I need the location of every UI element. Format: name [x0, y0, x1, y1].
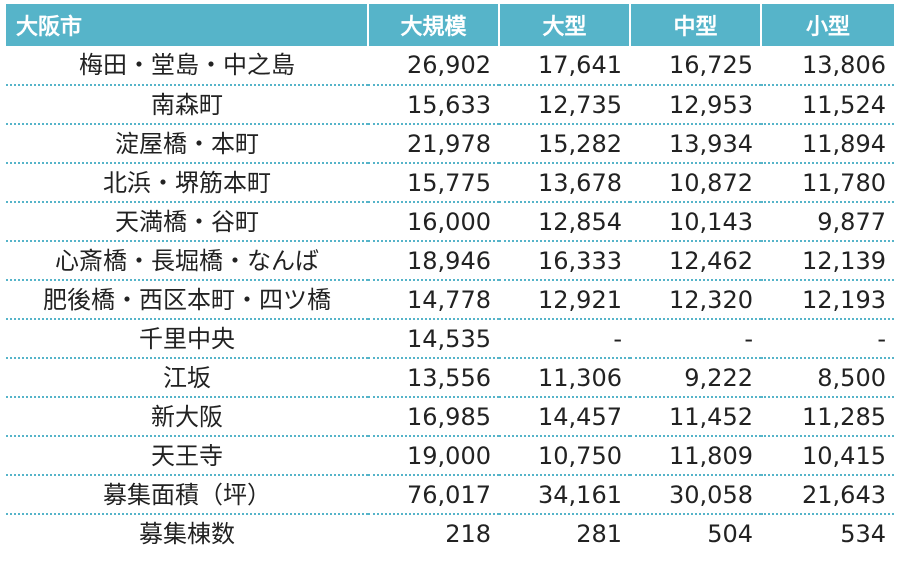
cell-small: 8,500	[761, 358, 894, 398]
cell-large: 16,333	[499, 241, 630, 281]
table-row: 江坂 13,556 11,306 9,222 8,500	[6, 358, 894, 398]
cell-small: 11,780	[761, 163, 894, 203]
table-row: 新大阪 16,985 14,457 11,452 11,285	[6, 397, 894, 437]
header-col-large: 大型	[498, 4, 630, 46]
cell-small: 9,877	[761, 202, 894, 242]
cell-large-scale: 19,000	[368, 436, 499, 476]
cell-medium: 12,320	[630, 280, 761, 320]
header-corner-cell: 大阪市	[6, 4, 368, 46]
row-label: 淀屋橋・本町	[6, 124, 368, 164]
cell-medium: 11,452	[630, 397, 761, 437]
header-row: 大阪市 大規模 大型 中型 小型	[6, 4, 894, 46]
row-label: 梅田・堂島・中之島	[6, 46, 368, 86]
cell-large: 12,921	[499, 280, 630, 320]
table-row: 心斎橋・長堀橋・なんば 18,946 16,333 12,462 12,139	[6, 241, 894, 281]
cell-small: 534	[840, 520, 886, 548]
table-row: 北浜・堺筋本町 15,775 13,678 10,872 11,780	[6, 163, 894, 203]
cell-large-scale: 18,946	[368, 241, 499, 281]
row-label: 心斎橋・長堀橋・なんば	[6, 241, 368, 281]
row-label: 江坂	[6, 358, 368, 398]
table-row: 南森町 15,633 12,735 12,953 11,524	[6, 85, 894, 125]
row-label: 肥後橋・西区本町・四ツ橋	[6, 280, 368, 320]
table-row: 天満橋・谷町 16,000 12,854 10,143 9,877	[6, 202, 894, 242]
cell-large: 12,854	[499, 202, 630, 242]
cell-small: 12,193	[761, 280, 894, 320]
cell-large: 14,457	[499, 397, 630, 437]
cell-medium: 30,058	[630, 475, 761, 515]
cell-large-scale: 14,535	[368, 319, 499, 359]
table-header: 大阪市 大規模 大型 中型 小型	[6, 4, 894, 46]
cell-medium: 16,725	[630, 46, 761, 86]
cell-medium: 13,934	[630, 124, 761, 164]
cell-large: 34,161	[499, 475, 630, 515]
row-label: 募集棟数	[139, 520, 235, 548]
cell-medium: 11,809	[630, 436, 761, 476]
cell-small: 10,415	[761, 436, 894, 476]
table-body: 梅田・堂島・中之島 26,902 17,641 16,725 13,806 南森…	[6, 46, 894, 553]
table-row: 淀屋橋・本町 21,978 15,282 13,934 11,894	[6, 124, 894, 164]
cell-large: 11,306	[499, 358, 630, 398]
cell-medium: 504	[707, 520, 753, 548]
cell-medium: 12,462	[630, 241, 761, 281]
cell-large-scale: 14,778	[368, 280, 499, 320]
table-row: 梅田・堂島・中之島 26,902 17,641 16,725 13,806	[6, 46, 894, 86]
cell-large: 17,641	[499, 46, 630, 86]
table-row: 千里中央 14,535 - - -	[6, 319, 894, 359]
cell-large: 12,735	[499, 85, 630, 125]
row-label: 天満橋・谷町	[6, 202, 368, 242]
cell-medium: -	[630, 319, 761, 359]
cell-large-scale: 16,000	[368, 202, 499, 242]
cell-medium: 12,953	[630, 85, 761, 125]
table-row: 肥後橋・西区本町・四ツ橋 14,778 12,921 12,320 12,193	[6, 280, 894, 320]
row-label: 千里中央	[6, 319, 368, 359]
osaka-office-rent-table: 大阪市 大規模 大型 中型 小型 梅田・堂島・中之島 26,902 17,641…	[6, 4, 894, 553]
header-col-large-scale: 大規模	[367, 4, 499, 46]
cell-large-scale: 21,978	[368, 124, 499, 164]
row-label: 北浜・堺筋本町	[6, 163, 368, 203]
cell-large-scale: 16,985	[368, 397, 499, 437]
table-row: 募集面積（坪） 76,017 34,161 30,058 21,643	[6, 475, 894, 515]
table-row: 募集棟数 218 281 504 534	[6, 514, 894, 553]
cell-large-scale: 13,556	[368, 358, 499, 398]
cell-large: 15,282	[499, 124, 630, 164]
table-row: 天王寺 19,000 10,750 11,809 10,415	[6, 436, 894, 476]
cell-small: 11,524	[761, 85, 894, 125]
cell-large-scale: 76,017	[368, 475, 499, 515]
cell-medium: 10,872	[630, 163, 761, 203]
header-col-medium: 中型	[629, 4, 761, 46]
cell-small: 12,139	[761, 241, 894, 281]
row-label: 天王寺	[6, 436, 368, 476]
cell-small: 13,806	[761, 46, 894, 86]
cell-large-scale: 15,775	[368, 163, 499, 203]
row-label: 新大阪	[6, 397, 368, 437]
cell-small: 11,894	[761, 124, 894, 164]
cell-small: 21,643	[761, 475, 894, 515]
header-col-small: 小型	[760, 4, 894, 46]
cell-small: -	[761, 319, 894, 359]
cell-large-scale: 218	[445, 520, 491, 548]
cell-large: 13,678	[499, 163, 630, 203]
cell-large-scale: 15,633	[368, 85, 499, 125]
cell-large: -	[499, 319, 630, 359]
row-label: 募集面積（坪）	[6, 475, 368, 515]
cell-medium: 9,222	[630, 358, 761, 398]
cell-large: 10,750	[499, 436, 630, 476]
cell-large-scale: 26,902	[368, 46, 499, 86]
cell-large: 281	[576, 520, 622, 548]
cell-small: 11,285	[761, 397, 894, 437]
row-label: 南森町	[6, 85, 368, 125]
cell-medium: 10,143	[630, 202, 761, 242]
